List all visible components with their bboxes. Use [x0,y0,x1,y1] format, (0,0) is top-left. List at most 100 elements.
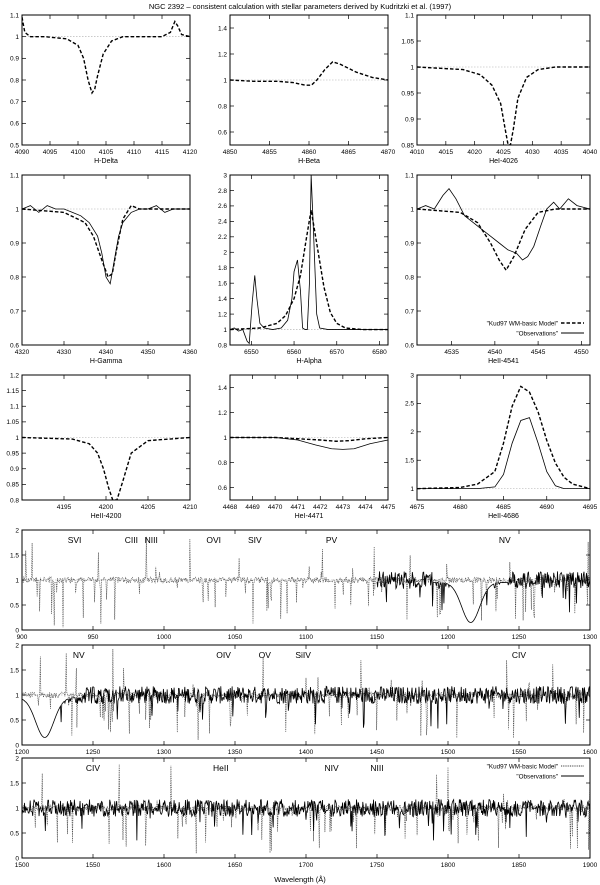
x-tick-label: 1600 [157,862,172,869]
x-axis-label: HeII-4200 [91,513,122,520]
legend-label: "Observations" [516,331,558,338]
y-tick-label: 3 [410,372,414,379]
y-tick-label: 0.7 [10,99,19,106]
x-tick-label: 4110 [127,149,141,156]
observation-series [230,175,388,345]
plot-frame [21,644,591,746]
observation-series [417,417,590,490]
x-tick-label: 1200 [441,634,456,641]
model-series [22,436,190,500]
x-tick-label: 6550 [244,349,259,356]
y-tick-label: 1 [223,435,227,442]
y-tick-label: 2.2 [218,234,227,241]
y-tick-label: 1 [15,577,19,584]
x-tick-label: 4120 [183,149,198,156]
y-tick-label: 2 [15,527,19,534]
plot-frame [229,14,389,146]
y-tick-label: 1.5 [10,667,19,674]
plot-frame [416,14,591,146]
y-tick-label: 0.5 [10,602,19,609]
y-tick-label: 1 [15,34,19,41]
bottom-xlabel: Wavelength (Å) [274,875,326,884]
model-series [22,764,590,854]
x-tick-label: 4095 [43,149,58,156]
x-axis-label: H-Delta [94,158,118,165]
y-tick-label: 0 [15,742,19,749]
y-tick-label: 1 [223,327,227,334]
x-tick-label: 4472 [313,504,328,511]
y-tick-label: 0.6 [10,121,19,128]
y-tick-label: 1.2 [10,372,19,379]
model-series [230,436,388,442]
x-tick-label: 4360 [183,349,198,356]
y-tick-label: 0.8 [405,274,414,281]
panel-4: 4320 4330 4340 4350 4360 0.6 0.7 0.8 0.9 1 1.1 H-Ga… [10,172,198,365]
ion-label: NV [499,535,511,545]
y-tick-label: 2 [410,429,414,436]
y-tick-label: 2 [15,642,19,649]
y-tick-label: 0 [15,855,19,862]
x-tick-label: 4850 [223,149,238,156]
x-tick-label: 1250 [86,749,101,756]
observation-series [22,685,590,738]
y-tick-label: 1 [410,64,414,71]
x-tick-label: 4870 [381,149,396,156]
y-tick-label: 0.8 [218,342,227,349]
y-tick-label: 0.5 [10,717,19,724]
x-tick-label: 4320 [15,349,30,356]
observation-series [417,187,590,261]
observation-series [230,437,388,450]
x-tick-label: 4865 [341,149,356,156]
x-tick-label: 4035 [554,149,569,156]
y-tick-label: 0.5 [10,142,19,149]
panel-7: 4195 4200 4205 4210 0.8 0.85 0.9 0.95 1 1.05 1.1 1.… [6,372,197,520]
x-axis-label: H-Beta [298,158,320,165]
plot-frame [21,529,591,631]
x-tick-label: 4015 [439,149,454,156]
y-tick-label: 0.6 [218,485,227,492]
x-tick-label: 4685 [496,504,511,511]
y-tick-label: 0.7 [405,308,414,315]
x-tick-label: 900 [17,634,28,641]
x-tick-label: 4695 [583,504,598,511]
panel-3: 4010 4015 4020 4025 4030 4035 4040 0.85 0.9 0.95 1… [401,12,597,165]
x-tick-label: 4675 [410,504,425,511]
y-tick-label: 0.9 [10,56,19,63]
y-tick-label: 0.8 [10,77,19,84]
y-tick-label: 1 [223,77,227,84]
y-tick-label: 1 [410,206,414,213]
x-tick-label: 1500 [15,862,30,869]
x-tick-label: 4030 [525,149,540,156]
x-tick-label: 4115 [155,149,169,156]
x-tick-label: 4471 [290,504,305,511]
y-tick-label: 1.5 [405,458,414,465]
x-tick-label: 6570 [330,349,345,356]
y-tick-label: 1.05 [401,38,414,45]
y-tick-label: 2 [15,755,19,762]
y-tick-label: 1.2 [218,51,227,58]
y-tick-label: 0 [15,627,19,634]
y-tick-label: 2.5 [405,401,414,408]
plot-frame [229,374,389,501]
y-tick-label: 1.2 [218,311,227,318]
ion-label: OIV [216,650,231,660]
x-tick-label: 4350 [141,349,156,356]
model-series [417,385,590,490]
x-tick-label: 1250 [512,634,527,641]
panel-10: 900 950 1000 1050 1100 1150 1200 1250 1300 0 0.5 1 1… [10,527,598,641]
x-tick-label: 4200 [99,504,114,511]
x-tick-label: 1550 [512,749,527,756]
panel-6: 4535 4540 4545 4550 0.6 0.7 0.8 0.9 1 1.1 HeII-454… [405,172,591,365]
y-tick-label: 0.9 [10,466,19,473]
y-tick-label: 1.05 [6,419,19,426]
x-tick-label: 1400 [299,749,314,756]
x-tick-label: 4205 [141,504,156,511]
y-tick-label: 1.5 [10,780,19,787]
figure-title: NGC 2392 – consistent calculation with s… [149,2,452,11]
y-tick-label: 0.85 [6,482,19,489]
panel-9: 4675 4680 4685 4690 4695 1 1.5 2 2.5 3 HeII-4686 [405,372,598,520]
x-tick-label: 4860 [302,149,317,156]
plot-frame [21,14,191,146]
x-tick-label: 4020 [467,149,482,156]
ion-label: NIV [324,763,339,773]
